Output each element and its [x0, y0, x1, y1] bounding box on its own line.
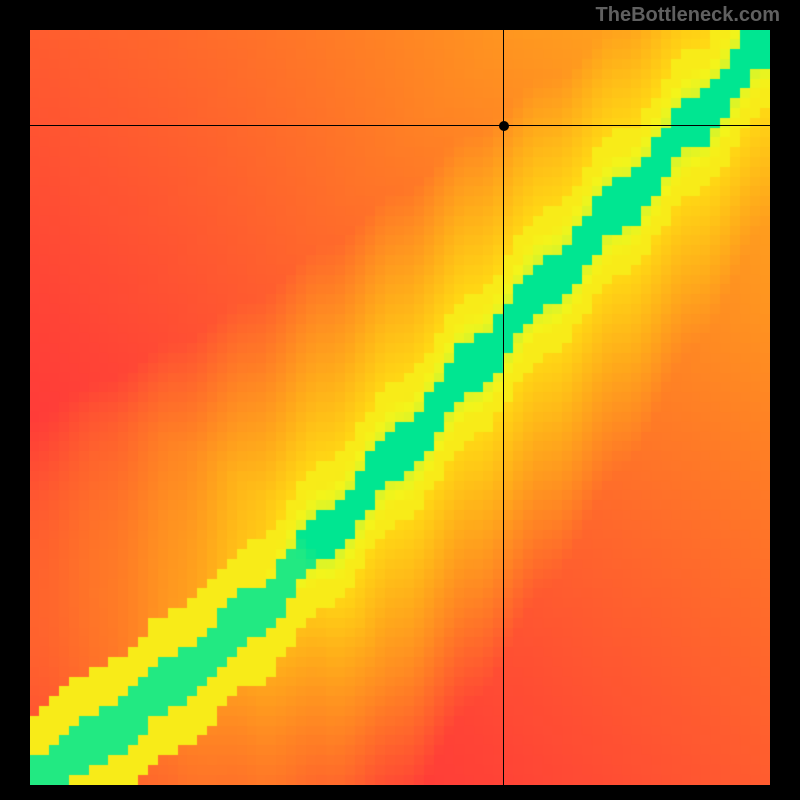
crosshair-horizontal	[30, 125, 770, 126]
crosshair-marker	[499, 121, 509, 131]
crosshair-vertical	[503, 30, 504, 785]
heatmap-canvas	[30, 30, 770, 785]
bottleneck-heatmap	[30, 30, 770, 785]
watermark-text: TheBottleneck.com	[596, 4, 780, 27]
